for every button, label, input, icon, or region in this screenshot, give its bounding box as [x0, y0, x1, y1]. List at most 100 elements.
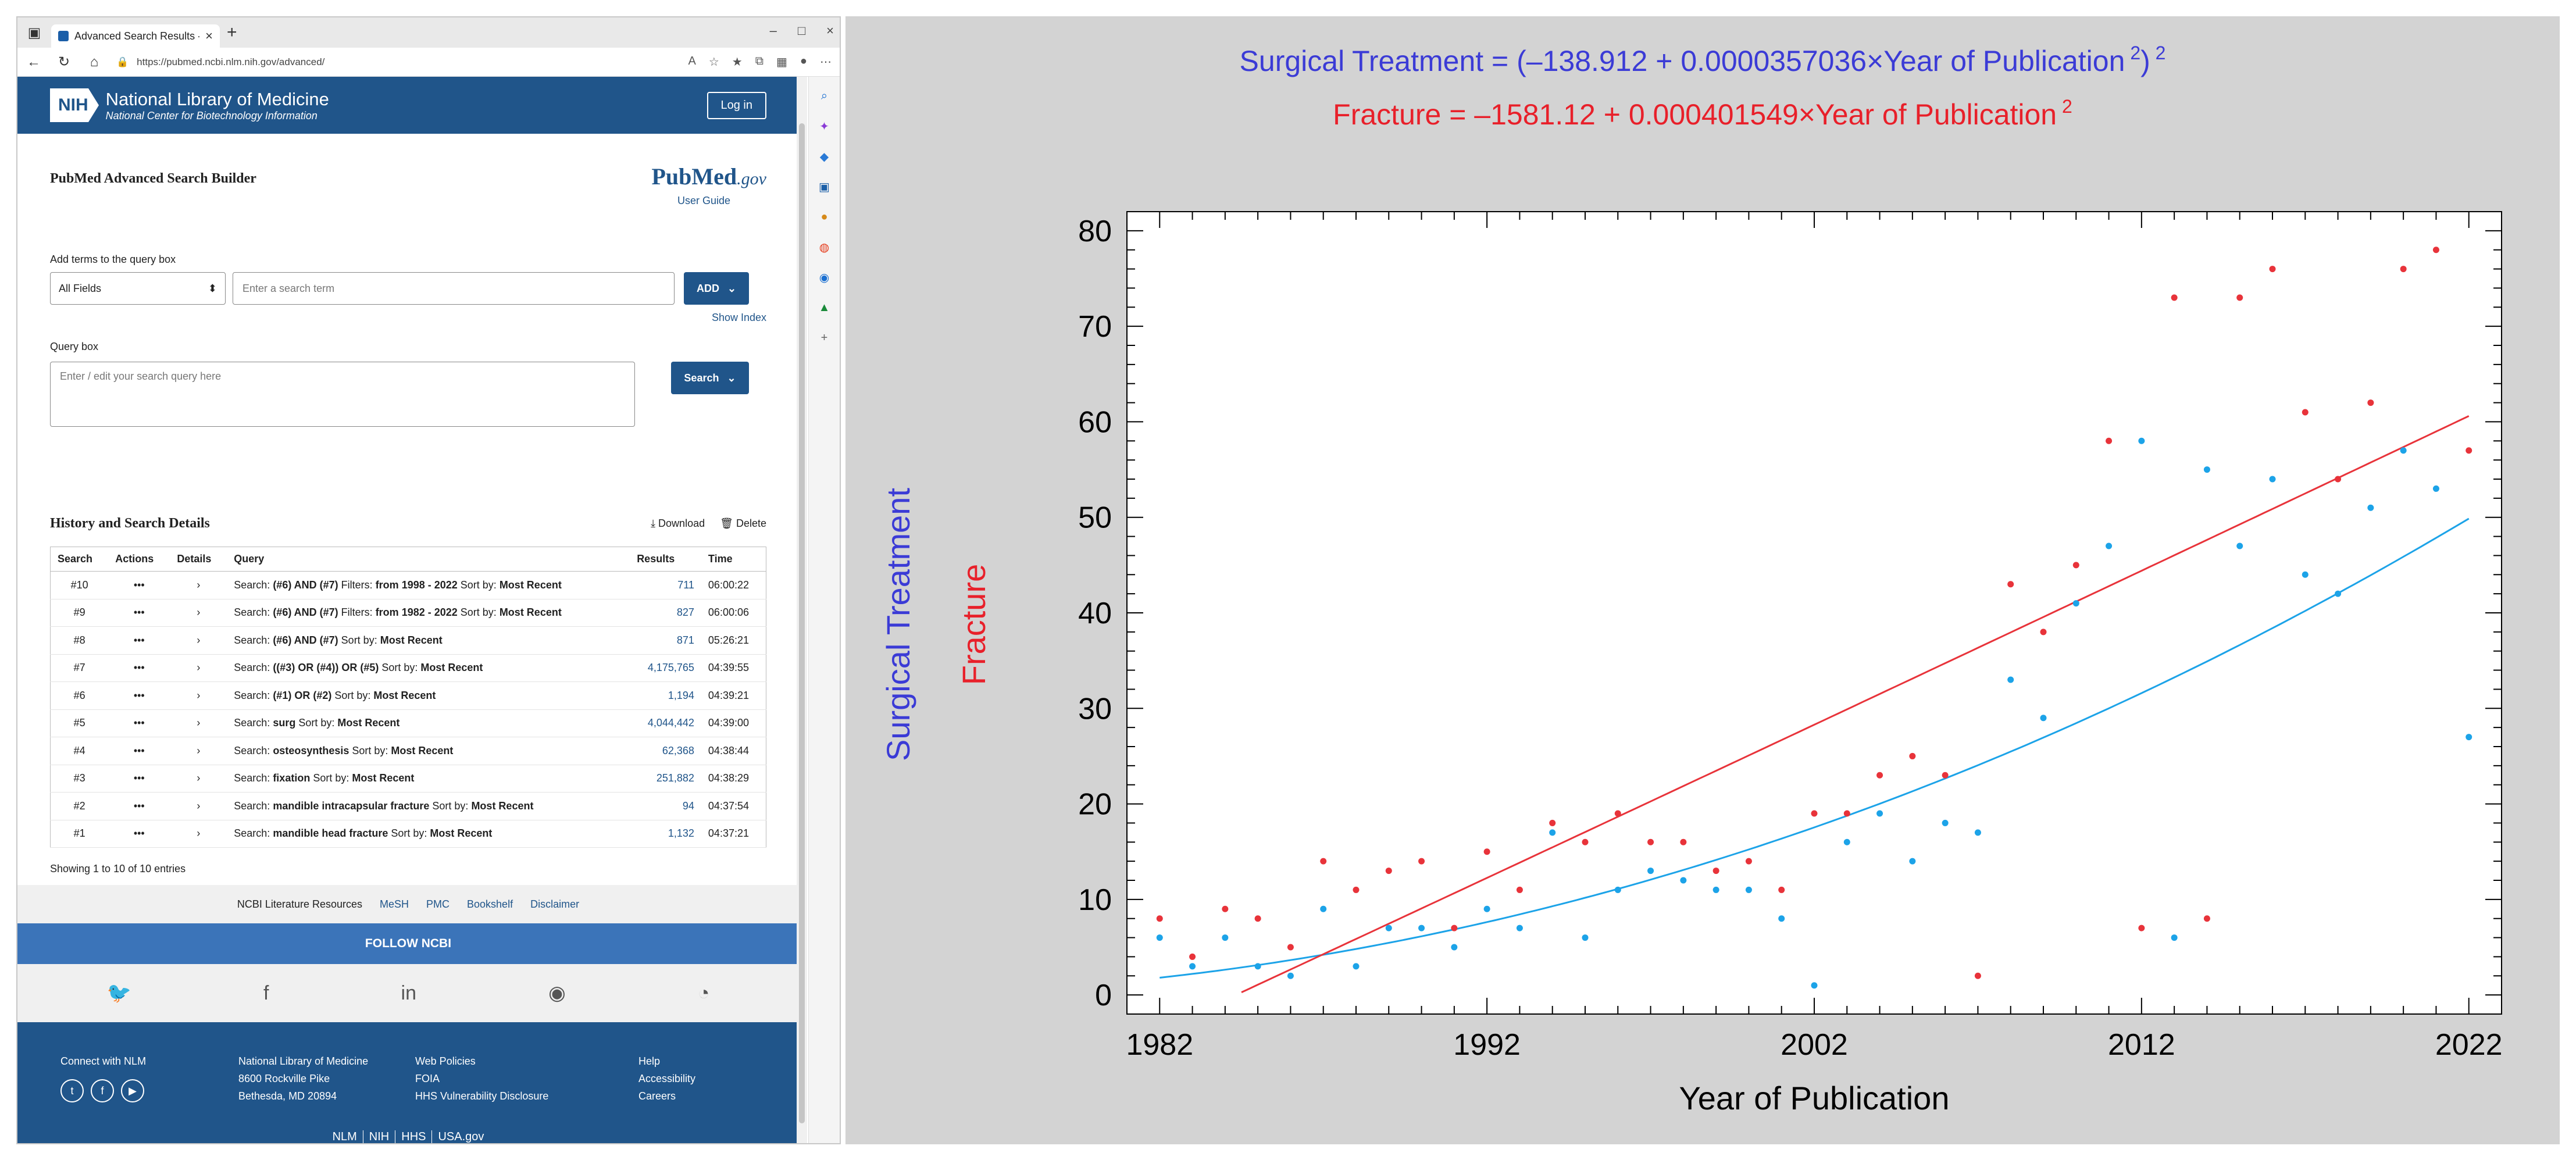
refresh-icon[interactable]: ↻: [58, 54, 70, 70]
page-scrollbar[interactable]: [797, 77, 807, 1143]
url-field[interactable]: 🔒 https://pubmed.ncbi.nlm.nih.gov/advanc…: [116, 52, 675, 73]
foia-link[interactable]: FOIA: [415, 1073, 440, 1084]
address-line[interactable]: National Library of Medicine: [238, 1055, 369, 1067]
add-icon[interactable]: +: [820, 331, 828, 344]
office-icon[interactable]: ◍: [819, 241, 830, 254]
profile-icon[interactable]: ●: [800, 55, 807, 67]
read-aloud-icon[interactable]: A: [688, 55, 696, 67]
scrollbar-thumb[interactable]: [799, 123, 805, 1123]
pubmed-logo[interactable]: PubMed.gov User Guide: [651, 163, 766, 207]
close-tab-icon[interactable]: ×: [205, 28, 213, 43]
usagov-link[interactable]: USA.gov: [438, 1130, 484, 1143]
disclaimer-link[interactable]: Disclaimer: [530, 898, 580, 910]
results-count[interactable]: 94: [630, 792, 701, 820]
nih-link[interactable]: NIH: [363, 1130, 396, 1143]
user-guide-link[interactable]: User Guide: [677, 195, 730, 206]
actions-menu-icon[interactable]: •••: [108, 792, 170, 820]
search-button[interactable]: Search ⌄: [671, 362, 749, 394]
outlook-icon[interactable]: ◉: [819, 271, 830, 284]
results-count[interactable]: 4,175,765: [630, 654, 701, 682]
actions-menu-icon[interactable]: •••: [108, 654, 170, 682]
help-link[interactable]: Help: [638, 1055, 661, 1067]
actions-menu-icon[interactable]: •••: [108, 599, 170, 627]
active-tab[interactable]: Advanced Search Results - PubMed ×: [51, 24, 220, 48]
field-select[interactable]: All Fields ⬍: [50, 272, 226, 305]
lock-icon[interactable]: 🔒: [116, 56, 129, 67]
search-icon[interactable]: ⌕: [820, 89, 828, 102]
search-term-input[interactable]: Enter a search term: [233, 272, 675, 305]
favorite-icon[interactable]: ☆: [708, 56, 719, 69]
home-icon[interactable]: ⌂: [90, 53, 99, 70]
results-count[interactable]: 1,194: [630, 681, 701, 710]
sparkle-icon[interactable]: ✦: [819, 120, 829, 133]
details-chevron-icon[interactable]: ›: [170, 599, 227, 627]
pmc-link[interactable]: PMC: [426, 898, 450, 910]
results-count[interactable]: 62,368: [630, 737, 701, 765]
data-point-fracture: [1745, 858, 1752, 865]
results-count[interactable]: 4,044,442: [630, 709, 701, 737]
actions-menu-icon[interactable]: •••: [108, 820, 170, 848]
details-chevron-icon[interactable]: ›: [170, 792, 227, 820]
rss-icon[interactable]: ◔: [697, 981, 710, 1004]
details-chevron-icon[interactable]: ›: [170, 626, 227, 655]
hhs-link[interactable]: HHS: [395, 1130, 433, 1143]
github-icon[interactable]: ◉: [548, 982, 566, 1004]
scatter-chart: Surgical Treatment = (–138.912 + 0.00003…: [880, 42, 2503, 1116]
new-tab-icon[interactable]: +: [227, 23, 237, 42]
more-icon[interactable]: ⋯: [820, 56, 832, 69]
details-chevron-icon[interactable]: ›: [170, 765, 227, 793]
details-chevron-icon[interactable]: ›: [170, 654, 227, 682]
results-count[interactable]: 1,132: [630, 820, 701, 848]
details-chevron-icon[interactable]: ›: [170, 737, 227, 765]
twitter-icon[interactable]: t: [60, 1079, 84, 1102]
details-chevron-icon[interactable]: ›: [170, 571, 227, 599]
collections-icon[interactable]: ⧉: [755, 55, 763, 67]
mesh-link[interactable]: MeSH: [380, 898, 409, 910]
actions-menu-icon[interactable]: •••: [108, 709, 170, 737]
twitter-icon[interactable]: 🐦: [106, 982, 131, 1004]
actions-menu-icon[interactable]: •••: [108, 681, 170, 710]
minimize-icon[interactable]: –: [769, 23, 777, 38]
bookshelf-link[interactable]: Bookshelf: [467, 898, 513, 910]
actions-menu-icon[interactable]: •••: [108, 765, 170, 793]
youtube-icon[interactable]: ▶: [121, 1079, 144, 1102]
extension-icon[interactable]: ▦: [776, 56, 787, 69]
results-count[interactable]: 251,882: [630, 765, 701, 793]
nlm-link[interactable]: NLM: [326, 1130, 363, 1143]
results-count[interactable]: 711: [630, 571, 701, 599]
favorites-icon[interactable]: ★: [732, 56, 743, 69]
briefcase-icon[interactable]: ▣: [819, 180, 830, 194]
details-chevron-icon[interactable]: ›: [170, 820, 227, 848]
actions-menu-icon[interactable]: •••: [108, 571, 170, 599]
show-index-link[interactable]: Show Index: [711, 312, 766, 323]
close-window-icon[interactable]: ×: [826, 23, 834, 38]
facebook-icon[interactable]: f: [91, 1079, 114, 1102]
data-point-surgical: [2302, 571, 2309, 578]
back-icon[interactable]: ←: [27, 53, 41, 70]
details-chevron-icon[interactable]: ›: [170, 709, 227, 737]
accessibility-link[interactable]: Accessibility: [638, 1073, 696, 1084]
download-button[interactable]: ⤓ Download: [651, 517, 705, 530]
facebook-icon[interactable]: f: [263, 981, 269, 1004]
maximize-icon[interactable]: □: [797, 23, 806, 38]
login-button[interactable]: Log in: [707, 91, 766, 119]
results-count[interactable]: 827: [630, 599, 701, 627]
tree-icon[interactable]: ▲: [818, 301, 830, 314]
tab-actions-icon[interactable]: ▣: [27, 24, 41, 41]
col-search[interactable]: Search: [50, 547, 109, 572]
actions-menu-icon[interactable]: •••: [108, 737, 170, 765]
careers-link[interactable]: Careers: [638, 1090, 676, 1102]
query-box-textarea[interactable]: Enter / edit your search query here: [50, 362, 635, 427]
people-icon[interactable]: ●: [820, 210, 828, 223]
add-button[interactable]: ADD ⌄: [684, 272, 749, 305]
linkedin-icon[interactable]: in: [401, 981, 416, 1004]
tag-icon[interactable]: ◆: [819, 150, 829, 163]
details-chevron-icon[interactable]: ›: [170, 681, 227, 710]
web-policies-link[interactable]: Web Policies: [415, 1055, 476, 1067]
delete-button[interactable]: 🗑 Delete: [720, 517, 766, 530]
nih-logo[interactable]: NIH: [50, 88, 88, 122]
search-time: 04:39:00: [701, 709, 766, 737]
actions-menu-icon[interactable]: •••: [108, 626, 170, 655]
results-count[interactable]: 871: [630, 626, 701, 655]
hhs-disclosure-link[interactable]: HHS Vulnerability Disclosure: [415, 1090, 549, 1102]
